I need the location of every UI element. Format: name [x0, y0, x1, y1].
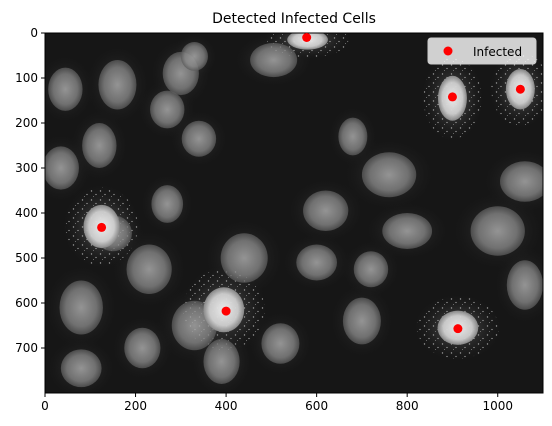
x-axis: 0 200 400 600 800 1000: [41, 393, 513, 413]
cell-nucleus: [361, 152, 417, 198]
infected-point: [447, 92, 457, 102]
cell-nucleus: [48, 67, 83, 111]
cell-nucleus: [353, 251, 389, 288]
y-tick-label: 100: [15, 71, 38, 85]
cell-nucleus: [220, 233, 268, 283]
y-tick-label: 700: [15, 341, 38, 355]
y-tick-label: 300: [15, 161, 38, 175]
x-tick-label: 0: [41, 399, 49, 413]
cell-nucleus: [296, 244, 338, 281]
cell-nucleus: [126, 244, 172, 294]
cell-nucleus: [470, 206, 525, 256]
cell-nucleus: [151, 185, 184, 223]
cell-nucleus: [499, 161, 543, 202]
microscopy-image: [45, 33, 543, 393]
cell-nucleus: [382, 213, 433, 249]
y-tick-label: 400: [15, 206, 38, 220]
cell-nucleus: [124, 327, 161, 369]
x-tick-label: 1000: [482, 399, 513, 413]
cell-nucleus: [82, 123, 117, 168]
legend-label: Infected: [473, 45, 522, 59]
cell-nucleus: [203, 339, 240, 384]
infected-point: [302, 33, 312, 42]
legend-box: [427, 37, 537, 65]
legend-marker: [443, 46, 453, 56]
x-tick-label: 800: [396, 399, 419, 413]
legend: Infected: [427, 37, 537, 65]
cell-nucleus: [338, 117, 368, 156]
cell-nucleus: [45, 146, 79, 190]
infected-point: [453, 324, 463, 334]
y-tick-label: 200: [15, 116, 38, 130]
cell-nucleus: [59, 280, 103, 335]
x-tick-label: 600: [305, 399, 328, 413]
cell-nucleus: [98, 60, 137, 110]
cell-nucleus: [60, 349, 102, 388]
cell-nucleus: [181, 120, 217, 157]
y-tick-label: 500: [15, 251, 38, 265]
x-tick-label: 200: [124, 399, 147, 413]
cell-nucleus: [342, 297, 381, 345]
infected-point: [515, 84, 525, 94]
cell-nucleus: [150, 90, 185, 129]
infected-markers: [97, 33, 525, 334]
cell-nucleus: [303, 190, 349, 231]
cell-nucleus: [261, 323, 300, 364]
infected-point: [221, 306, 231, 316]
y-tick-label: 600: [15, 296, 38, 310]
x-tick-label: 400: [215, 399, 238, 413]
chart-title: Detected Infected Cells: [212, 11, 376, 27]
cytoplasm-halos: [45, 33, 543, 393]
y-axis: 0 100 200 300 400 500 600 700: [15, 26, 45, 355]
cell-nucleus: [506, 260, 543, 310]
cell-nucleus: [180, 42, 208, 71]
y-tick-label: 0: [30, 26, 38, 40]
infected-point: [97, 222, 107, 232]
cell-nucleus: [250, 42, 298, 78]
